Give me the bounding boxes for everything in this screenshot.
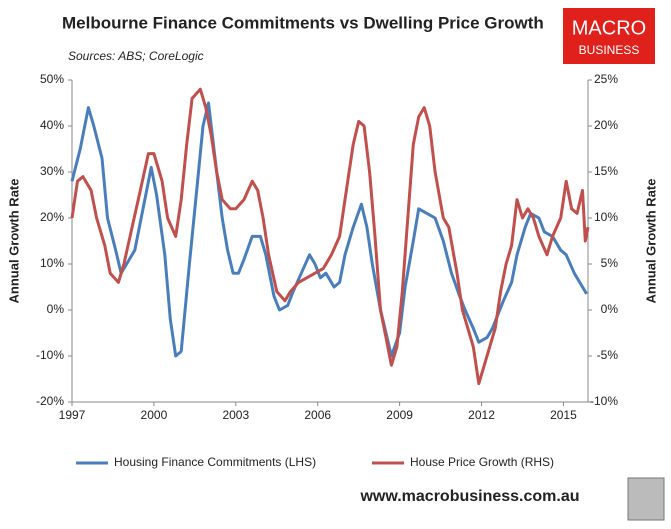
y-tick-label: 20% <box>40 210 64 224</box>
y2-tick-label: 20% <box>594 118 618 132</box>
y-tick-label: 10% <box>40 256 64 270</box>
y2-tick-label: 15% <box>594 164 618 178</box>
y2-tick-label: 10% <box>594 210 618 224</box>
x-tick-label: 2000 <box>141 408 168 422</box>
legend-label: Housing Finance Commitments (LHS) <box>114 455 316 469</box>
y-tick-label: 40% <box>40 118 64 132</box>
logo-box <box>563 8 655 64</box>
chart-title: Melbourne Finance Commitments vs Dwellin… <box>62 13 544 32</box>
y-tick-label: 30% <box>40 164 64 178</box>
y2-tick-label: 5% <box>601 256 619 270</box>
y-tick-label: 0% <box>47 302 65 316</box>
y2-axis-label: Annual Growth Rate <box>643 179 658 304</box>
x-tick-label: 2009 <box>386 408 413 422</box>
x-tick-label: 1997 <box>59 408 86 422</box>
x-tick-label: 2003 <box>222 408 249 422</box>
logo-text: MACRO <box>572 17 646 39</box>
chart-subtitle: Sources: ABS; CoreLogic <box>68 49 204 63</box>
series-line <box>70 87 590 386</box>
x-tick-label: 2012 <box>468 408 495 422</box>
y2-tick-label: -10% <box>590 394 618 408</box>
series-line <box>70 101 588 358</box>
x-tick-label: 2015 <box>550 408 577 422</box>
y-tick-label: -20% <box>36 394 64 408</box>
y-tick-label: 50% <box>40 72 64 86</box>
y2-tick-label: 0% <box>601 302 619 316</box>
x-tick-label: 2006 <box>304 408 331 422</box>
y-tick-label: -10% <box>36 348 64 362</box>
y2-tick-label: 25% <box>594 72 618 86</box>
footer: www.macrobusiness.com.au <box>359 488 579 505</box>
logo-icon <box>627 477 665 521</box>
legend-label: House Price Growth (RHS) <box>410 455 554 469</box>
y2-tick-label: -5% <box>597 348 619 362</box>
logo-text: BUSINESS <box>579 43 640 57</box>
y-axis-label: Annual Growth Rate <box>6 179 21 304</box>
